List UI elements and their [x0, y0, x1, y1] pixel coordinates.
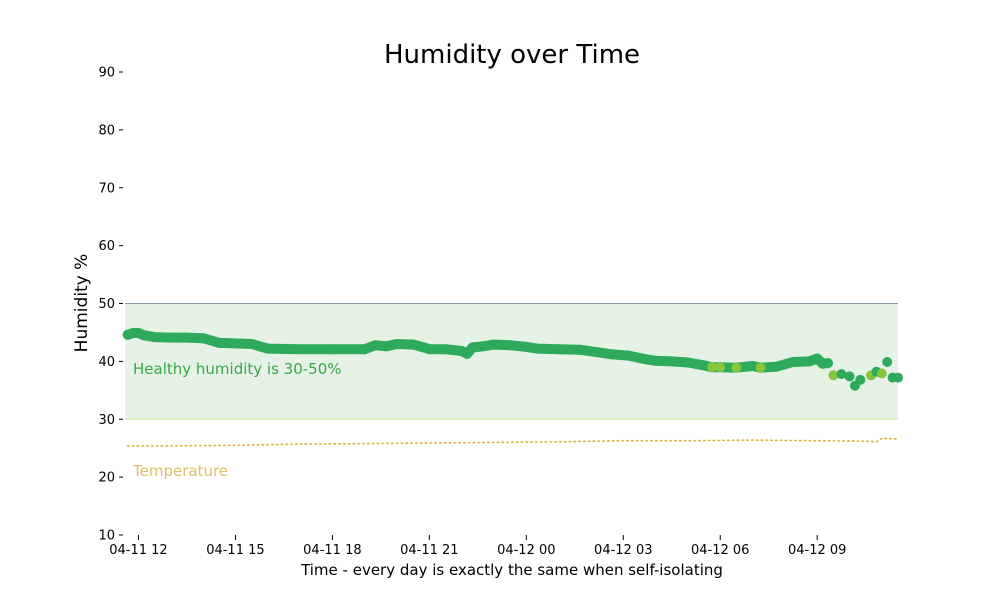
healthy-band	[125, 303, 898, 420]
humidity-point	[424, 344, 435, 355]
humidity-point	[149, 332, 160, 343]
y-axis: 10 20 30 40 50 60 70 80 90	[98, 66, 123, 544]
x-axis-label: Time - every day is exactly the same whe…	[300, 561, 723, 579]
humidity-point	[836, 369, 847, 380]
x-tick-label: 04-12 09	[788, 543, 846, 558]
humidity-point	[181, 332, 192, 343]
y-tick-label: 50	[98, 297, 115, 312]
humidity-point	[165, 332, 176, 343]
humidity-point	[206, 335, 217, 346]
humidity-point	[699, 360, 710, 371]
humidity-point	[359, 344, 370, 355]
x-tick-label: 04-11 15	[206, 543, 264, 558]
humidity-point	[246, 339, 257, 349]
humidity-point	[755, 362, 766, 373]
humidity-point	[295, 344, 306, 355]
humidity-point	[467, 342, 478, 353]
humidity-point	[408, 339, 419, 350]
temperature-line	[126, 437, 899, 447]
humidity-point	[521, 341, 532, 352]
humidity-point	[254, 341, 265, 352]
humidity-point	[370, 340, 381, 351]
chart-title: Humidity over Time	[384, 40, 640, 70]
humidity-point	[327, 344, 338, 355]
x-axis: 04-11 12 04-11 15 04-11 18 04-11 21 04-12 00…	[109, 535, 846, 558]
humidity-point	[682, 357, 693, 368]
y-tick-label: 80	[98, 123, 115, 138]
humidity-point	[893, 372, 903, 383]
x-tick-label: 04-12 03	[594, 543, 652, 558]
humidity-point	[707, 362, 718, 373]
humidity-point	[532, 343, 543, 354]
humidity-point	[214, 337, 225, 348]
humidity-point	[198, 333, 209, 344]
x-tick-label: 04-11 12	[109, 543, 167, 558]
humidity-point	[591, 347, 602, 358]
humidity-point	[666, 356, 677, 367]
humidity-point	[489, 339, 499, 350]
humidity-point	[876, 368, 887, 379]
band-label: Healthy humidity is 30-50%	[133, 360, 342, 378]
humidity-point	[623, 350, 634, 361]
humidity-point	[844, 371, 855, 382]
humidity-point	[553, 344, 564, 355]
humidity-point	[607, 349, 618, 360]
humidity-point	[715, 362, 726, 373]
temperature-label: Temperature	[132, 462, 228, 480]
humidity-point	[440, 344, 451, 355]
x-tick-label: 04-12 00	[497, 543, 555, 558]
humidity-point	[855, 374, 866, 385]
y-tick-label: 70	[98, 181, 115, 196]
humidity-point	[262, 343, 273, 354]
humidity-point	[747, 361, 758, 371]
humidity-point	[650, 355, 661, 366]
temperature-series	[126, 437, 899, 447]
y-axis-label: Humidity %	[72, 254, 92, 353]
humidity-series	[122, 328, 903, 391]
humidity-point	[575, 344, 586, 355]
humidity-point	[731, 362, 742, 373]
y-tick-label: 20	[98, 471, 115, 486]
humidity-point	[804, 356, 815, 367]
humidity-point	[138, 330, 149, 341]
humidity-point	[478, 341, 489, 352]
y-tick-label: 90	[98, 66, 115, 81]
humidity-point	[771, 361, 782, 372]
x-tick-label: 04-11 18	[303, 543, 361, 558]
humidity-point	[381, 341, 392, 352]
x-tick-label: 04-11 21	[400, 543, 458, 558]
humidity-point	[828, 370, 839, 381]
humidity-point	[505, 340, 516, 351]
y-tick-label: 40	[98, 355, 115, 370]
humidity-point	[788, 357, 798, 367]
humidity-point	[392, 339, 402, 349]
humidity-point	[230, 338, 241, 349]
y-tick-label: 60	[98, 239, 115, 254]
humidity-point	[823, 358, 833, 369]
humidity-point	[882, 357, 893, 367]
humidity-point	[639, 354, 650, 365]
x-tick-label: 04-12 06	[691, 543, 749, 558]
y-tick-label: 10	[98, 529, 115, 544]
band-fill	[125, 303, 898, 420]
y-tick-label: 30	[98, 413, 115, 428]
